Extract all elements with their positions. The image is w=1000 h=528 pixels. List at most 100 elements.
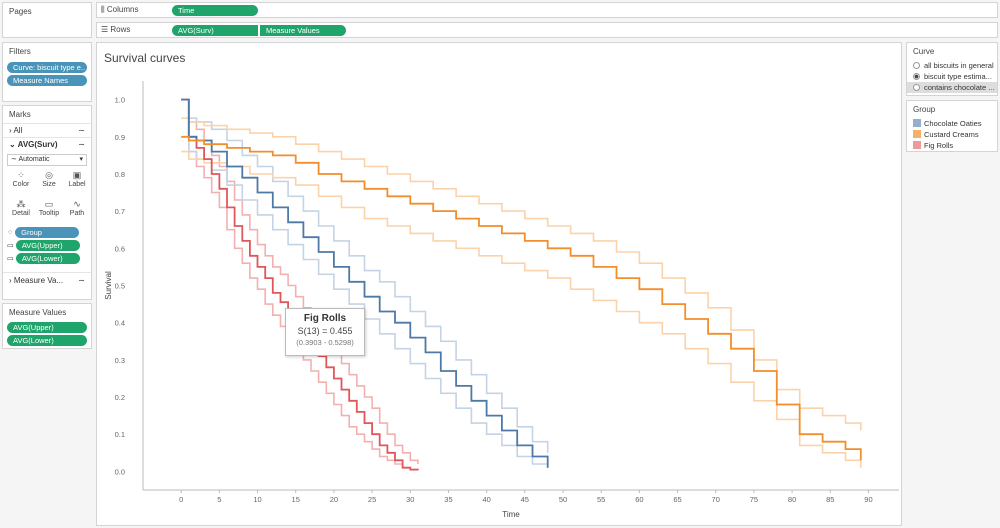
mark-type-select[interactable]: ∼ Automatic ▾ bbox=[7, 154, 87, 166]
custard-creams-lower-line[interactable] bbox=[181, 150, 862, 468]
y-tick-label: 0.2 bbox=[115, 393, 125, 402]
radio-icon bbox=[913, 84, 920, 91]
label-button[interactable]: ▣ Label bbox=[64, 169, 90, 195]
filters-panel: Filters Curve: biscuit type e.. Measure … bbox=[2, 42, 92, 102]
marks-panel: Marks › All ∼ ⌄ AVG(Surv) ∼ ∼ Automatic ▾ ⁘… bbox=[2, 105, 92, 300]
marks-field-lower: ▭ AVG(Lower) bbox=[7, 253, 87, 266]
y-tick-label: 0.1 bbox=[115, 430, 125, 439]
group-legend-panel: Group Chocolate Oaties Custard Creams Fi… bbox=[906, 100, 998, 152]
chart-title: Survival curves bbox=[104, 51, 185, 65]
tooltip-icon: ▭ bbox=[44, 199, 54, 209]
size-button[interactable]: ◎ Size bbox=[36, 169, 62, 195]
tooltip-icon: ▭ bbox=[7, 242, 14, 250]
avg-surv-pill[interactable]: AVG(Surv) bbox=[172, 25, 258, 36]
x-tick-label: 20 bbox=[330, 495, 338, 504]
y-tick-label: 0.6 bbox=[115, 244, 125, 253]
x-tick-label: 60 bbox=[635, 495, 643, 504]
marks-all-row[interactable]: › All ∼ bbox=[3, 123, 91, 137]
legend-swatch bbox=[913, 119, 921, 127]
marks-field-group: ⁘ Group bbox=[7, 227, 87, 240]
avg-upper-pill[interactable]: AVG(Upper) bbox=[15, 240, 80, 251]
y-tick-label: 0.3 bbox=[115, 356, 125, 365]
curve-option-all[interactable]: all biscuits in general bbox=[907, 60, 997, 71]
x-tick-label: 40 bbox=[482, 495, 490, 504]
legend-swatch bbox=[913, 141, 921, 149]
chevron-down-icon: ▾ bbox=[79, 156, 83, 163]
curve-filter-panel: Curve all biscuits in general biscuit ty… bbox=[906, 42, 998, 96]
line-icon: ∼ bbox=[78, 126, 85, 135]
marks-card-measure-values[interactable]: › Measure Va... ∼ bbox=[3, 272, 91, 288]
color-icon: ⁘ bbox=[17, 170, 25, 180]
marks-title: Marks bbox=[9, 110, 31, 119]
path-button[interactable]: ∿ Path bbox=[64, 198, 90, 224]
legend-item-fig-rolls[interactable]: Fig Rolls bbox=[907, 140, 997, 151]
marks-card-avg-surv[interactable]: ⌄ AVG(Surv) ∼ bbox=[3, 137, 91, 151]
chart-panel: Survival curves 0.0 0.1 0.2 0.3 0.4 0.5 0.6 0.7… bbox=[96, 42, 902, 526]
curve-filter-pill[interactable]: Curve: biscuit type e.. bbox=[7, 62, 87, 73]
y-tick-label: 0.5 bbox=[115, 282, 125, 291]
survival-chart[interactable]: Survival curves 0.0 0.1 0.2 0.3 0.4 0.5 0.6 0.7… bbox=[97, 43, 901, 525]
curve-option-biscuit-type[interactable]: biscuit type estima... bbox=[907, 71, 997, 82]
y-tick-label: 0.7 bbox=[115, 207, 125, 216]
size-icon: ◎ bbox=[45, 170, 53, 180]
x-tick-label: 0 bbox=[179, 495, 183, 504]
x-tick-label: 85 bbox=[826, 495, 834, 504]
tooltip-interval: (0.3903 - 0.5298) bbox=[296, 338, 354, 347]
x-tick-label: 30 bbox=[406, 495, 414, 504]
rows-shelf[interactable]: ☰ Rows AVG(Surv) Measure Values bbox=[96, 22, 998, 38]
color-button[interactable]: ⁘ Color bbox=[8, 169, 34, 195]
x-tick-label: 35 bbox=[444, 495, 452, 504]
measure-values-panel: Measure Values AVG(Upper) AVG(Lower) bbox=[2, 303, 92, 349]
measure-values-pill[interactable]: Measure Values bbox=[260, 25, 346, 36]
tooltip-button[interactable]: ▭ Tooltip bbox=[36, 198, 62, 224]
filters-title: Filters bbox=[9, 47, 31, 56]
y-tick-label: 0.8 bbox=[115, 170, 125, 179]
time-pill[interactable]: Time bbox=[172, 5, 258, 16]
measure-value-lower-pill[interactable]: AVG(Lower) bbox=[7, 335, 87, 346]
path-icon: ∿ bbox=[73, 199, 81, 209]
chocolate-oaties-survival-line[interactable] bbox=[181, 98, 549, 468]
x-tick-label: 15 bbox=[292, 495, 300, 504]
detail-button[interactable]: ⁂ Detail bbox=[8, 198, 34, 224]
legend-item-custard-creams[interactable]: Custard Creams bbox=[907, 129, 997, 140]
group-pill[interactable]: Group bbox=[15, 227, 80, 238]
x-tick-label: 55 bbox=[597, 495, 605, 504]
label-icon: ▣ bbox=[72, 170, 82, 180]
curve-option-chocolate[interactable]: contains chocolate ... bbox=[907, 82, 997, 93]
rows-shelf-label: ☰ Rows bbox=[101, 25, 131, 34]
tooltip-title: Fig Rolls bbox=[303, 313, 347, 324]
pages-panel: Pages bbox=[2, 2, 92, 38]
curve-filter-title: Curve bbox=[913, 47, 935, 56]
y-axis-title: Survival bbox=[104, 271, 113, 300]
marks-field-upper: ▭ AVG(Upper) bbox=[7, 240, 87, 253]
legend-item-chocolate-oaties[interactable]: Chocolate Oaties bbox=[907, 118, 997, 129]
x-tick-label: 65 bbox=[673, 495, 681, 504]
tooltip-value: S(13) = 0.455 bbox=[297, 326, 353, 336]
y-tick-label: 0.0 bbox=[115, 467, 125, 476]
y-tick-label: 1.0 bbox=[115, 96, 125, 105]
tooltip: Fig Rolls S(13) = 0.455 (0.3903 - 0.5298… bbox=[285, 308, 365, 356]
custard-creams-survival-line[interactable] bbox=[181, 135, 862, 461]
x-tick-label: 90 bbox=[864, 495, 872, 504]
chocolate-oaties-lower-line[interactable] bbox=[181, 98, 549, 468]
measure-value-upper-pill[interactable]: AVG(Upper) bbox=[7, 322, 87, 333]
y-tick-label: 0.9 bbox=[115, 133, 125, 142]
group-legend-title: Group bbox=[913, 105, 936, 114]
avg-lower-pill[interactable]: AVG(Lower) bbox=[15, 253, 80, 264]
measure-values-title: Measure Values bbox=[9, 308, 67, 317]
x-tick-label: 10 bbox=[253, 495, 261, 504]
measure-names-filter-pill[interactable]: Measure Names bbox=[7, 75, 87, 86]
radio-selected-icon bbox=[913, 73, 920, 80]
pages-title: Pages bbox=[9, 7, 32, 16]
columns-shelf-label: ⫼ Columns bbox=[101, 5, 139, 14]
fig-rolls-upper-line[interactable] bbox=[181, 98, 419, 464]
chocolate-oaties-upper-line[interactable] bbox=[181, 98, 549, 453]
columns-shelf[interactable]: ⫼ Columns Time bbox=[96, 2, 998, 18]
y-tick-label: 0.4 bbox=[115, 319, 125, 328]
x-tick-label: 25 bbox=[368, 495, 376, 504]
x-tick-label: 45 bbox=[521, 495, 529, 504]
x-tick-label: 50 bbox=[559, 495, 567, 504]
tooltip-icon: ▭ bbox=[7, 255, 14, 263]
x-tick-label: 80 bbox=[788, 495, 796, 504]
radio-icon bbox=[913, 62, 920, 69]
